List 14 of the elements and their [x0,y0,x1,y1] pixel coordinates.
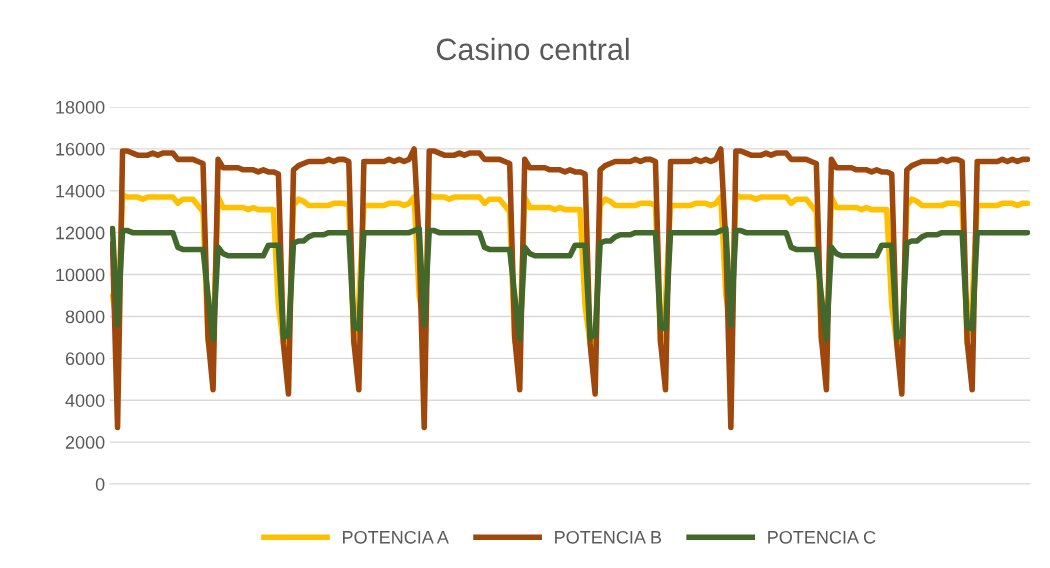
legend-label: POTENCIA C [768,530,876,544]
legend-label: POTENCIA B [555,530,662,544]
y-tick-label: 2000 [65,436,105,449]
y-tick-label: 14000 [56,184,105,198]
y-tick-label: 16000 [56,142,105,156]
y-tick-label: 12000 [56,226,105,240]
y-tick-label: 6000 [65,352,105,366]
y-tick-label: 10000 [56,268,105,282]
y-tick-label: 18000 [56,100,105,114]
y-tick-label: 0 [95,477,105,491]
y-tick-label: 4000 [65,394,105,407]
legend-label: POTENCIA A [343,530,449,544]
y-tick-label: 8000 [65,310,105,324]
chart-title: Casino central [436,37,629,61]
